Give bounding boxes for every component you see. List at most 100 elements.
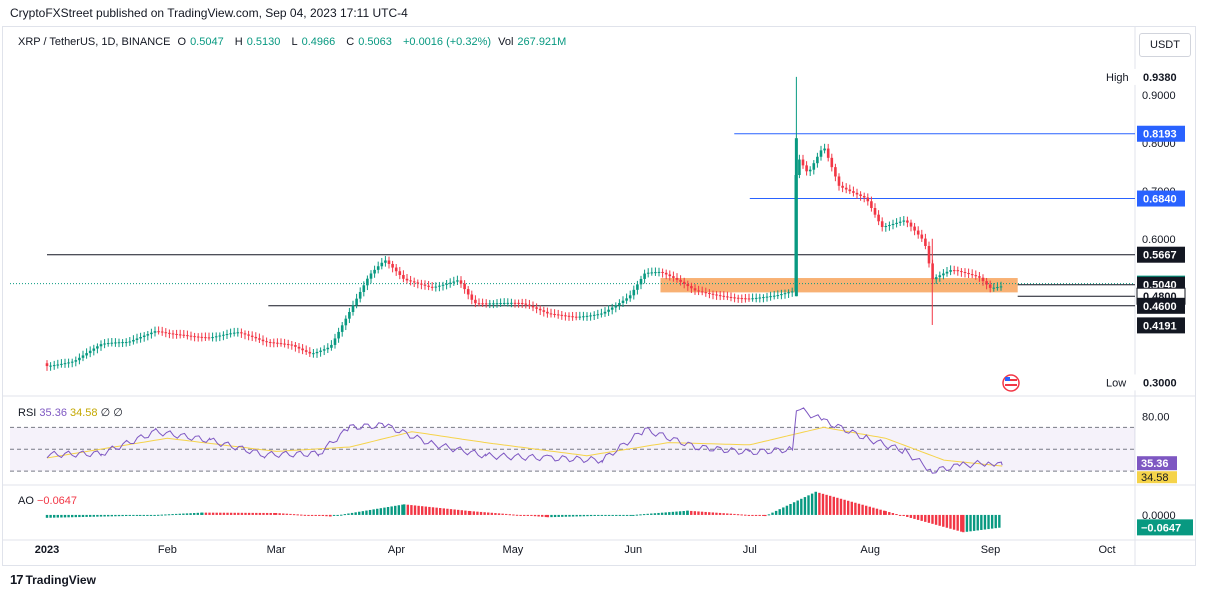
ao-bar bbox=[821, 493, 825, 515]
ao-bar bbox=[879, 509, 882, 515]
y-tick-label: 0.9000 bbox=[1142, 90, 1176, 102]
ao-bar bbox=[67, 514, 70, 518]
ao-bar bbox=[192, 513, 196, 515]
symbol-name[interactable]: XRP / TetherUS, 1D, BINANCE bbox=[18, 36, 171, 48]
candle-body bbox=[92, 348, 96, 351]
price-label-bg bbox=[1137, 297, 1185, 314]
candle-body bbox=[427, 285, 430, 287]
ao-bar bbox=[564, 514, 568, 517]
ao-bar bbox=[273, 512, 276, 515]
ao-bar bbox=[956, 514, 959, 531]
ao-bar bbox=[226, 512, 229, 515]
candle-body bbox=[52, 365, 56, 367]
ao-bar bbox=[204, 512, 208, 515]
ao-bar bbox=[314, 514, 317, 516]
ao-bar bbox=[682, 511, 685, 515]
candle-body bbox=[308, 351, 312, 354]
candle-body bbox=[430, 286, 434, 288]
candle-body bbox=[164, 332, 168, 334]
candle-body bbox=[351, 305, 355, 313]
candle-body bbox=[636, 284, 639, 290]
candle-body bbox=[776, 295, 780, 297]
candle-body bbox=[276, 342, 279, 344]
ao-bar bbox=[401, 504, 404, 515]
high-label: H bbox=[234, 36, 243, 48]
candle-body bbox=[819, 150, 823, 157]
ao-name[interactable]: AO bbox=[18, 495, 34, 507]
candle-body bbox=[193, 336, 196, 338]
candle-body bbox=[67, 362, 70, 364]
ao-bar bbox=[85, 514, 88, 517]
candle-body bbox=[254, 336, 258, 339]
time-axis-label: Mar bbox=[267, 544, 286, 556]
candle-body bbox=[956, 270, 960, 272]
price-label: 0.6840 bbox=[1143, 194, 1177, 206]
ao-axis-value: −0.0647 bbox=[1141, 522, 1181, 534]
open-value: 0.5047 bbox=[190, 36, 224, 48]
candle-body bbox=[787, 292, 790, 294]
y-tick-label: 0.6000 bbox=[1142, 234, 1176, 246]
ao-bar bbox=[278, 513, 281, 515]
ao-bar bbox=[920, 514, 923, 521]
ao-bar bbox=[708, 512, 711, 515]
ao-bar bbox=[778, 509, 781, 515]
ao-bar bbox=[571, 514, 575, 517]
price-label: 0.4600 bbox=[1143, 301, 1177, 313]
ao-bar bbox=[439, 508, 442, 515]
ao-bar bbox=[196, 512, 199, 515]
candle-body bbox=[772, 295, 776, 297]
ao-bar bbox=[579, 514, 582, 517]
ao-bar bbox=[715, 512, 718, 515]
candle-body bbox=[222, 334, 225, 336]
candle-body bbox=[283, 343, 286, 345]
time-axis-label: 2023 bbox=[35, 544, 59, 556]
ao-bar bbox=[998, 514, 1001, 528]
candle-body bbox=[654, 272, 657, 274]
candle-body bbox=[898, 221, 902, 223]
candle-body bbox=[348, 312, 351, 319]
candle-body bbox=[895, 222, 898, 224]
ao-bar bbox=[668, 512, 671, 515]
ao-bar bbox=[600, 514, 604, 516]
ao-bar bbox=[882, 510, 886, 515]
ao-bar bbox=[762, 514, 765, 516]
candle-body bbox=[56, 364, 60, 366]
candle-body bbox=[963, 272, 967, 274]
candle-body bbox=[884, 226, 888, 228]
ao-bar bbox=[185, 513, 189, 515]
ao-bar bbox=[431, 507, 435, 515]
ao-bar bbox=[646, 513, 649, 515]
ao-bar bbox=[296, 514, 299, 516]
ao-bar bbox=[942, 514, 945, 527]
ao-bar bbox=[615, 514, 618, 516]
brand-name: TradingView bbox=[25, 573, 96, 587]
candle-body bbox=[175, 333, 178, 335]
candle-body bbox=[85, 353, 88, 356]
candle-body bbox=[70, 361, 74, 363]
ao-bar bbox=[639, 514, 642, 516]
tradingview-logo[interactable]: 17 TradingView bbox=[10, 572, 96, 587]
candle-body bbox=[49, 365, 52, 367]
ao-bar bbox=[764, 514, 767, 517]
candle-body bbox=[258, 338, 261, 340]
candle-body bbox=[153, 331, 157, 333]
ao-bar bbox=[965, 514, 969, 532]
ao-bar bbox=[460, 510, 464, 515]
candle-body bbox=[909, 222, 913, 227]
candle-body bbox=[632, 289, 636, 296]
ao-bar bbox=[593, 514, 596, 516]
candle-body bbox=[664, 272, 668, 275]
candle-body bbox=[484, 303, 488, 305]
ao-bar bbox=[895, 514, 898, 516]
candle-body bbox=[704, 292, 708, 294]
candle-body bbox=[513, 302, 517, 304]
candle-body bbox=[726, 296, 729, 298]
candle-body bbox=[96, 346, 99, 349]
rsi-name[interactable]: RSI bbox=[18, 407, 37, 419]
ao-bar bbox=[611, 514, 614, 516]
ao-bar bbox=[972, 514, 976, 531]
ao-bar bbox=[868, 506, 871, 515]
currency-button[interactable]: USDT bbox=[1139, 33, 1191, 57]
ao-value: −0.0647 bbox=[36, 495, 78, 507]
